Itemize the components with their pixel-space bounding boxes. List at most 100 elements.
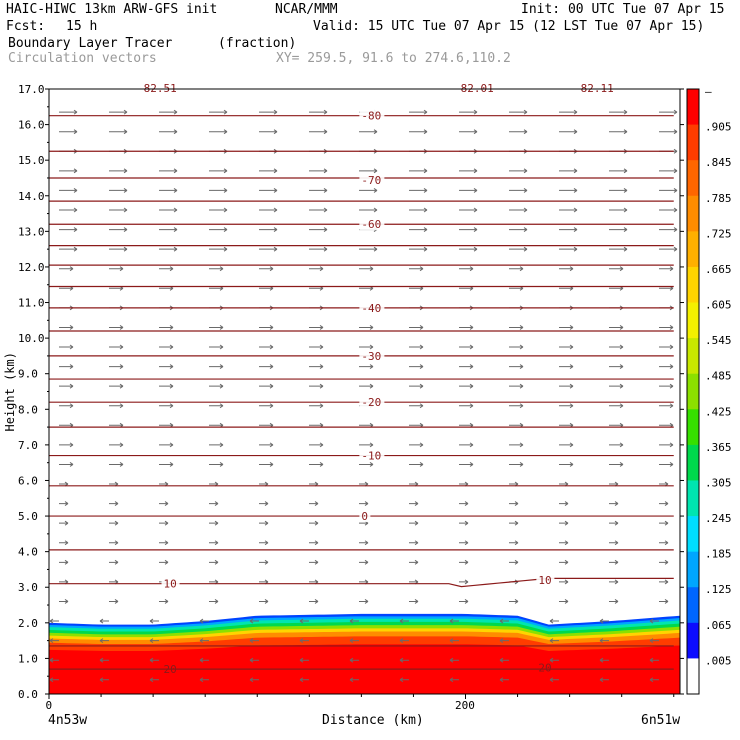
vector-arrow	[259, 559, 269, 565]
vector-arrow	[459, 325, 474, 330]
vector-arrow	[99, 638, 109, 644]
vector-arrow	[209, 344, 224, 350]
contour-label-bg	[359, 301, 385, 314]
colorbar-label: .005	[705, 654, 732, 667]
vector-arrow	[409, 520, 419, 526]
colorbar-swatch	[687, 195, 699, 232]
y-tick-label: 17.0	[18, 83, 45, 96]
vector-arrow	[209, 207, 228, 213]
vector-arrow	[559, 227, 578, 232]
vector-arrow	[309, 442, 324, 448]
vector-arrow	[459, 462, 474, 467]
vector-arrow	[109, 540, 119, 546]
vector-arrow	[149, 677, 159, 683]
vector-arrow	[409, 109, 428, 115]
vector-arrow	[559, 403, 574, 409]
vector-arrow	[609, 188, 628, 193]
y-tick-label: 7.0	[18, 439, 38, 452]
vector-arrow	[359, 599, 369, 604]
vector-arrow	[409, 364, 424, 370]
vector-arrow	[309, 364, 324, 370]
vector-arrow	[59, 599, 69, 604]
vector-arrow	[109, 364, 124, 370]
vector-arrow	[209, 520, 219, 526]
y-tick-label: 14.0	[18, 190, 45, 203]
vector-arrow	[259, 129, 278, 135]
vector-arrow	[149, 618, 159, 624]
vector-arrow	[159, 559, 169, 565]
vector-arrow	[559, 462, 574, 467]
vector-arrow	[259, 442, 274, 448]
vector-arrow	[609, 227, 628, 232]
colorbar-label: .125	[705, 583, 732, 596]
vector-arrow	[459, 207, 478, 213]
vector-arrow	[159, 540, 169, 546]
y-tick-label: 12.0	[18, 261, 45, 274]
vector-arrow	[59, 129, 78, 135]
vector-arrow	[449, 677, 459, 683]
vector-arrow	[259, 344, 274, 350]
vector-arrow	[109, 207, 128, 213]
vector-arrow	[209, 540, 219, 546]
field-units: (fraction)	[218, 36, 297, 51]
colorbar-swatch	[687, 231, 699, 268]
vector-arrow	[259, 109, 278, 115]
vector-arrow	[109, 462, 124, 467]
fcst-value: 15 h	[66, 19, 98, 34]
vector-arrow	[209, 599, 219, 604]
vector-arrow	[299, 638, 309, 644]
colorbar-label: .065	[705, 619, 732, 632]
vector-arrow	[509, 520, 519, 526]
contour-label: -20	[361, 396, 381, 409]
vector-arrow	[399, 618, 409, 624]
vector-arrow	[509, 168, 528, 174]
xy-range: XY= 259.5, 91.6 to 274.6,110.2	[276, 51, 511, 66]
y-tick-label: 3.0	[18, 581, 38, 594]
vector-arrow	[59, 188, 78, 193]
vector-arrow	[359, 540, 369, 546]
vector-arrow	[209, 559, 219, 565]
vector-arrow	[99, 657, 109, 663]
vector-arrow	[59, 462, 74, 467]
vector-arrow	[309, 207, 328, 213]
vector-arrow	[59, 364, 74, 370]
contour-label: 0	[361, 510, 368, 523]
vector-arrow	[209, 501, 219, 507]
vector-arrow	[549, 657, 559, 663]
vector-arrow	[159, 383, 174, 389]
vector-arrow	[409, 442, 424, 448]
contour-label-bg	[359, 109, 385, 122]
vector-arrow	[659, 462, 674, 467]
vector-arrow	[109, 129, 128, 135]
colorbar-swatch	[687, 266, 699, 304]
vector-arrow	[409, 266, 424, 272]
vector-arrow	[449, 638, 459, 644]
vector-arrow	[409, 599, 419, 604]
y-tick-label: 1.0	[18, 652, 38, 665]
vector-arrow	[409, 207, 428, 213]
vector-arrow	[109, 325, 124, 330]
colorbar-swatch	[687, 338, 699, 375]
vector-arrow	[259, 227, 278, 232]
vector-arrow	[309, 403, 324, 409]
vector-arrow	[359, 129, 378, 135]
vector-arrow	[559, 599, 569, 604]
contour-label: -60	[361, 218, 381, 231]
vector-arrow	[559, 168, 578, 174]
vector-arrow	[659, 579, 669, 585]
vector-arrow	[159, 599, 169, 604]
vector-arrow	[99, 618, 109, 624]
vector-arrow	[409, 403, 424, 409]
vector-arrow	[409, 559, 419, 565]
vector-arrow	[59, 520, 69, 526]
colorbar-label: –	[705, 85, 712, 98]
vector-arrow	[459, 109, 478, 115]
vector-arrow	[659, 325, 674, 330]
vector-arrow	[559, 325, 574, 330]
vector-arrow	[109, 501, 119, 507]
contour-label: 20	[164, 663, 177, 676]
vector-arrow	[409, 188, 428, 193]
contour-label: -10	[361, 450, 381, 463]
vector-arrow	[49, 618, 59, 624]
